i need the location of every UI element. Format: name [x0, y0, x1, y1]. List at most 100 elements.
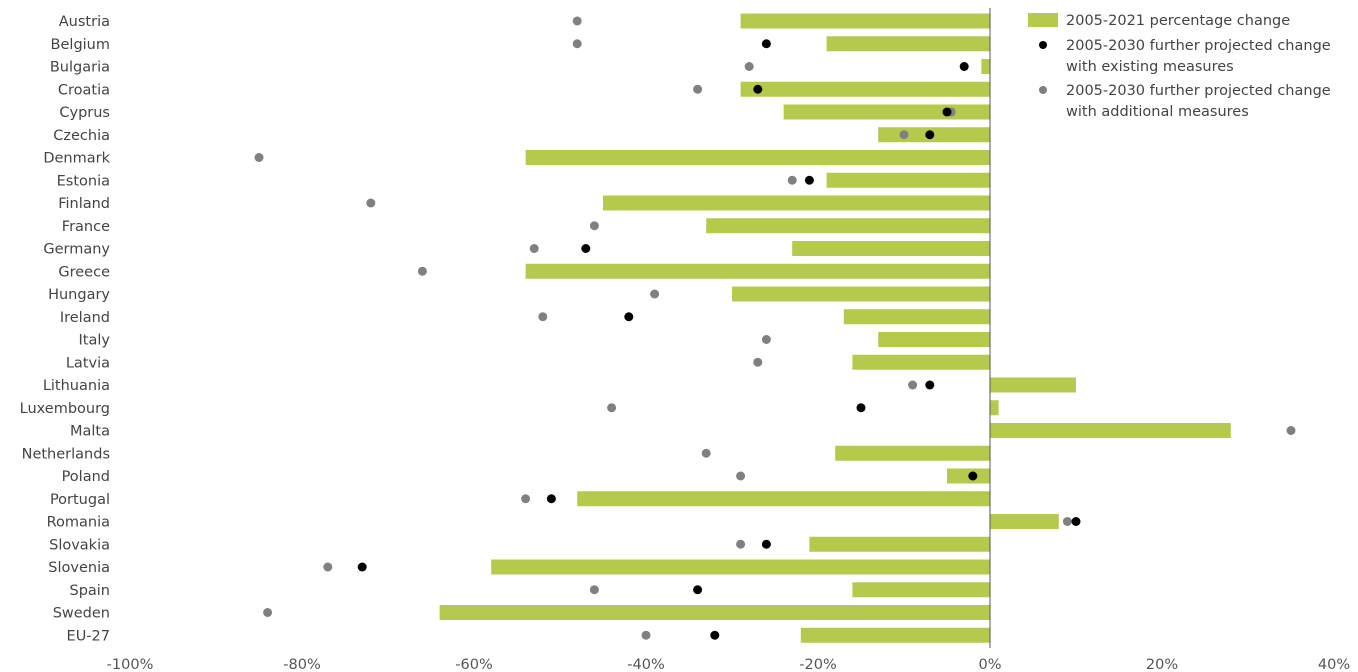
points-layer — [254, 16, 1296, 640]
x-tick-label: 40% — [1318, 657, 1350, 672]
point-existing-measures — [581, 244, 591, 253]
bar — [990, 423, 1231, 438]
legend-label: with additional measures — [1066, 104, 1249, 120]
point-existing-measures — [804, 175, 814, 185]
category-label: Estonia — [57, 173, 110, 189]
category-label: Hungary — [48, 287, 110, 303]
point-additional-measures — [572, 39, 582, 49]
point-additional-measures — [736, 539, 746, 549]
point-existing-measures — [710, 630, 720, 640]
category-label: Austria — [59, 14, 110, 30]
point-additional-measures — [736, 471, 746, 481]
legend-label: 2005-2030 further projected change — [1066, 83, 1331, 99]
category-label: Poland — [62, 469, 110, 485]
point-existing-measures — [624, 312, 634, 322]
point-additional-measures — [589, 585, 599, 595]
point-additional-measures — [1286, 426, 1296, 435]
point-existing-measures — [925, 130, 935, 140]
bar — [990, 400, 999, 416]
point-additional-measures — [263, 608, 273, 617]
bar — [706, 218, 990, 234]
category-label: Luxembourg — [20, 401, 110, 417]
bar — [603, 195, 990, 211]
x-tick-labels: -100% -80% -60% -40% -20% 0% 20% 40% — [107, 657, 1350, 672]
bar — [577, 491, 990, 507]
x-tick-label: -80% — [283, 657, 320, 672]
category-label: Czechia — [53, 128, 110, 144]
point-additional-measures — [753, 357, 763, 367]
legend-label: with existing measures — [1066, 59, 1234, 75]
point-existing-measures — [753, 84, 763, 94]
bar — [852, 582, 990, 598]
x-tick-label: -100% — [107, 657, 154, 672]
category-label: Malta — [70, 424, 110, 440]
point-additional-measures — [366, 198, 376, 208]
point-existing-measures — [942, 107, 952, 117]
category-label: Portugal — [50, 492, 110, 508]
point-additional-measures — [761, 335, 771, 344]
legend-label: 2005-2030 further projected change — [1066, 38, 1331, 54]
category-label: Slovenia — [48, 560, 110, 576]
point-existing-measures — [761, 539, 771, 549]
point-existing-measures — [546, 494, 556, 504]
bar — [990, 377, 1076, 393]
x-tick-label: -40% — [627, 657, 664, 672]
category-label: Lithuania — [43, 378, 110, 394]
point-additional-measures — [589, 221, 599, 231]
legend-swatch-bar — [1028, 13, 1058, 27]
legend-swatch-additional — [1039, 86, 1047, 94]
category-label: Latvia — [66, 355, 110, 371]
point-additional-measures — [607, 403, 617, 413]
category-label: Denmark — [43, 151, 110, 167]
point-additional-measures — [650, 289, 660, 299]
bar — [740, 81, 990, 97]
category-label: Romania — [47, 515, 110, 531]
category-label: Bulgaria — [50, 60, 110, 76]
bar — [783, 104, 990, 120]
point-additional-measures — [641, 630, 651, 640]
point-additional-measures — [787, 175, 797, 185]
category-label: Croatia — [58, 82, 110, 98]
bar — [990, 514, 1059, 529]
category-label: Italy — [79, 333, 111, 349]
bar — [981, 59, 990, 74]
category-label: Ireland — [60, 310, 110, 326]
bar — [800, 627, 990, 643]
point-additional-measures — [538, 312, 548, 322]
bar — [525, 263, 990, 279]
point-additional-measures — [693, 84, 703, 94]
point-additional-measures — [323, 562, 333, 572]
bar — [732, 286, 990, 302]
point-additional-measures — [254, 153, 264, 162]
bar — [843, 309, 990, 325]
category-label: EU-27 — [67, 628, 110, 644]
point-existing-measures — [693, 585, 703, 595]
category-label: Cyprus — [59, 105, 110, 121]
category-label: Slovakia — [49, 537, 110, 553]
bar — [792, 241, 990, 256]
bar — [835, 445, 990, 461]
legend-label: 2005-2021 percentage change — [1066, 13, 1290, 29]
legend: 2005-2021 percentage change 2005-2030 fur… — [1028, 13, 1331, 120]
bar — [525, 150, 990, 165]
point-additional-measures — [701, 448, 711, 458]
point-existing-measures — [856, 403, 866, 413]
point-existing-measures — [968, 471, 978, 481]
bar — [439, 605, 991, 620]
point-additional-measures — [899, 130, 909, 140]
point-additional-measures — [1062, 517, 1072, 526]
x-tick-label: 0% — [978, 657, 1001, 672]
bar — [809, 536, 990, 552]
bar — [878, 332, 990, 347]
bar — [852, 354, 990, 370]
bars-layer — [439, 13, 1231, 643]
x-tick-label: -60% — [455, 657, 492, 672]
x-tick-label: 20% — [1146, 657, 1178, 672]
category-label: Netherlands — [22, 446, 110, 462]
category-label: Finland — [58, 196, 110, 212]
point-existing-measures — [959, 62, 969, 71]
bar — [491, 559, 990, 575]
x-tick-label: -20% — [799, 657, 836, 672]
category-label: Sweden — [53, 606, 110, 622]
